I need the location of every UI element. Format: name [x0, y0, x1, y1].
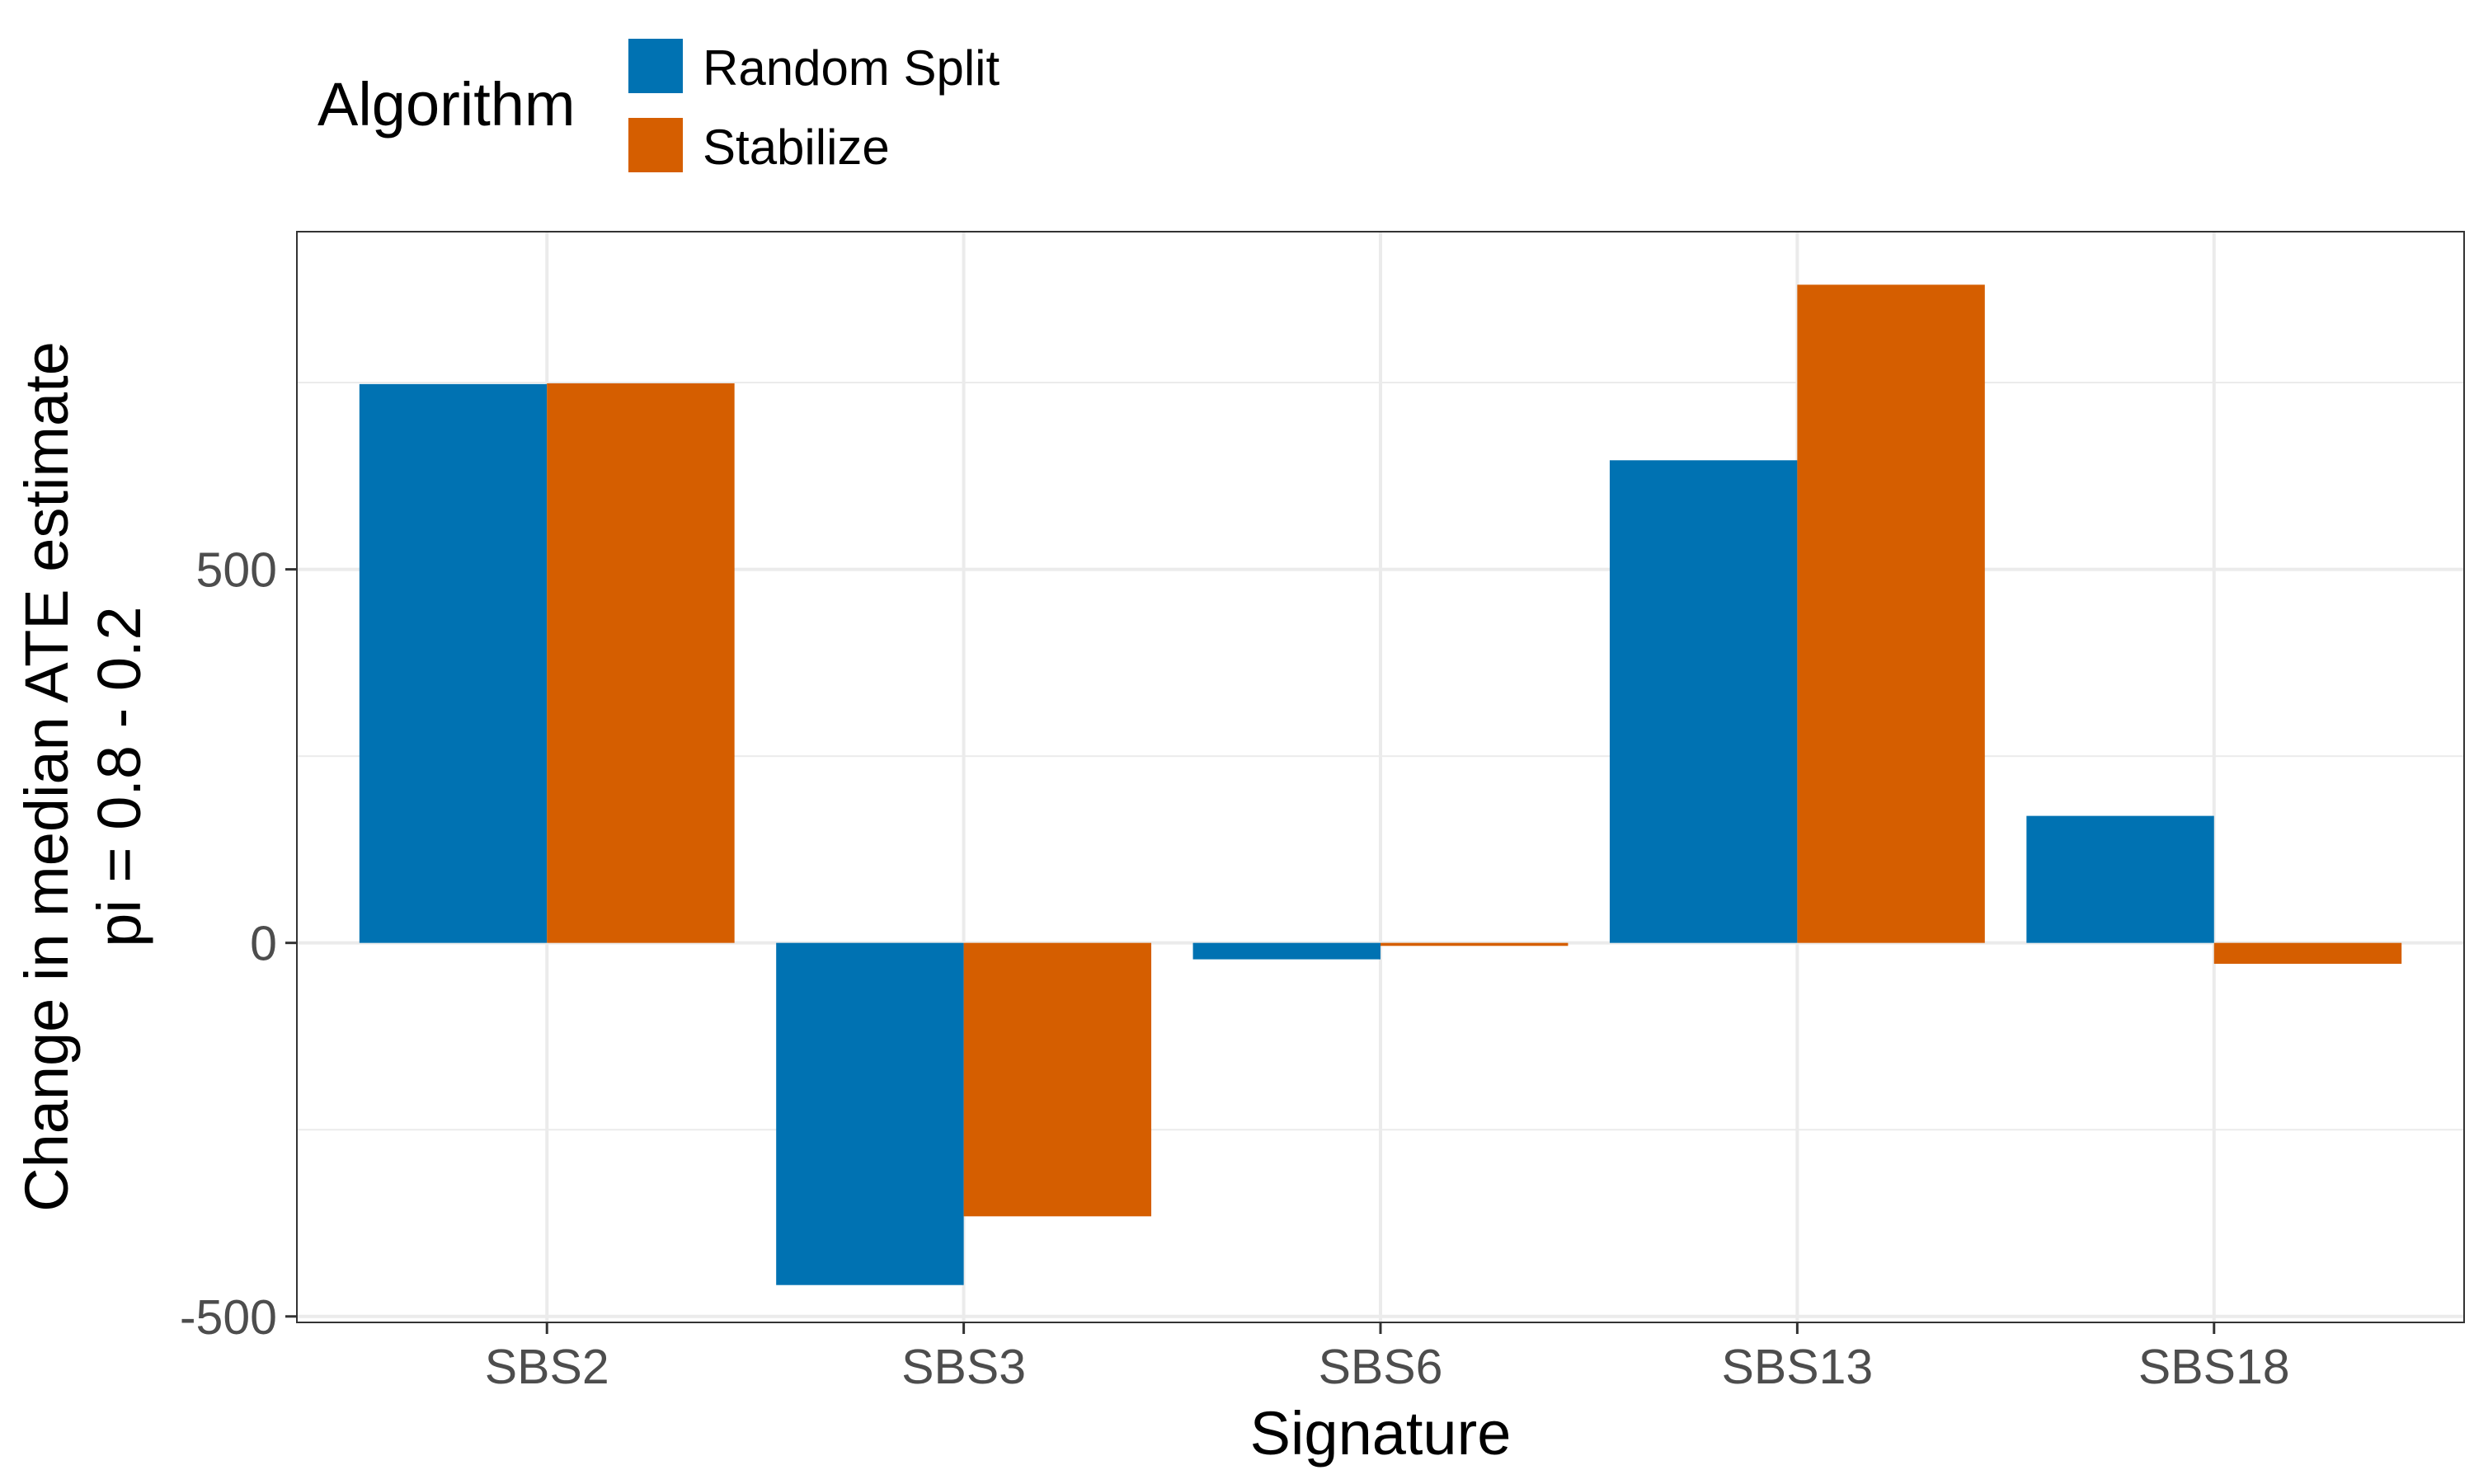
bars: [359, 284, 2402, 1285]
bar-stabilize-sbs6: [1380, 942, 1569, 946]
legend-label-random-split: Random Split: [703, 40, 1000, 96]
bar-random-split-sbs3: [776, 942, 964, 1285]
y-tick-label: 500: [196, 543, 277, 598]
bar-stabilize-sbs18: [2213, 942, 2402, 965]
x-tick-label: SBS3: [901, 1340, 1026, 1394]
x-tick-label: SBS6: [1319, 1340, 1443, 1394]
bar-random-split-sbs13: [1609, 460, 1798, 943]
y-axis-title-line-1: Change in median ATE estimate: [12, 341, 81, 1212]
legend-key-stabilize: [628, 118, 683, 172]
x-tick-label: SBS2: [485, 1340, 609, 1394]
bar-stabilize-sbs13: [1797, 284, 1985, 943]
y-tick-label: 0: [250, 917, 277, 971]
x-axis-title: Signature: [1250, 1399, 1512, 1468]
bar-random-split-sbs6: [1192, 942, 1380, 960]
x-tick-label: SBS13: [1722, 1340, 1874, 1394]
bar-stabilize-sbs2: [547, 383, 735, 943]
legend-label-stabilize: Stabilize: [703, 120, 890, 175]
legend-key-random-split: [628, 39, 683, 93]
bar-stabilize-sbs3: [963, 942, 1152, 1217]
bar-random-split-sbs18: [2026, 815, 2214, 943]
legend: Algorithm Random Split Stabilize: [317, 39, 1000, 175]
y-tick-label: -500: [180, 1290, 277, 1345]
x-tick-label: SBS18: [2138, 1340, 2290, 1394]
plot-panel: [296, 231, 2465, 1323]
y-axis-title: Change in median ATE estimate pi = 0.8 -…: [12, 341, 153, 1212]
y-axis: -500 0 500: [180, 543, 297, 1345]
legend-title: Algorithm: [317, 70, 576, 139]
bar-random-split-sbs2: [359, 383, 548, 943]
x-axis: SBS2 SBS3 SBS6 SBS13 SBS18: [485, 1322, 2290, 1394]
y-axis-title-line-2: pi = 0.8 - 0.2: [85, 606, 153, 946]
